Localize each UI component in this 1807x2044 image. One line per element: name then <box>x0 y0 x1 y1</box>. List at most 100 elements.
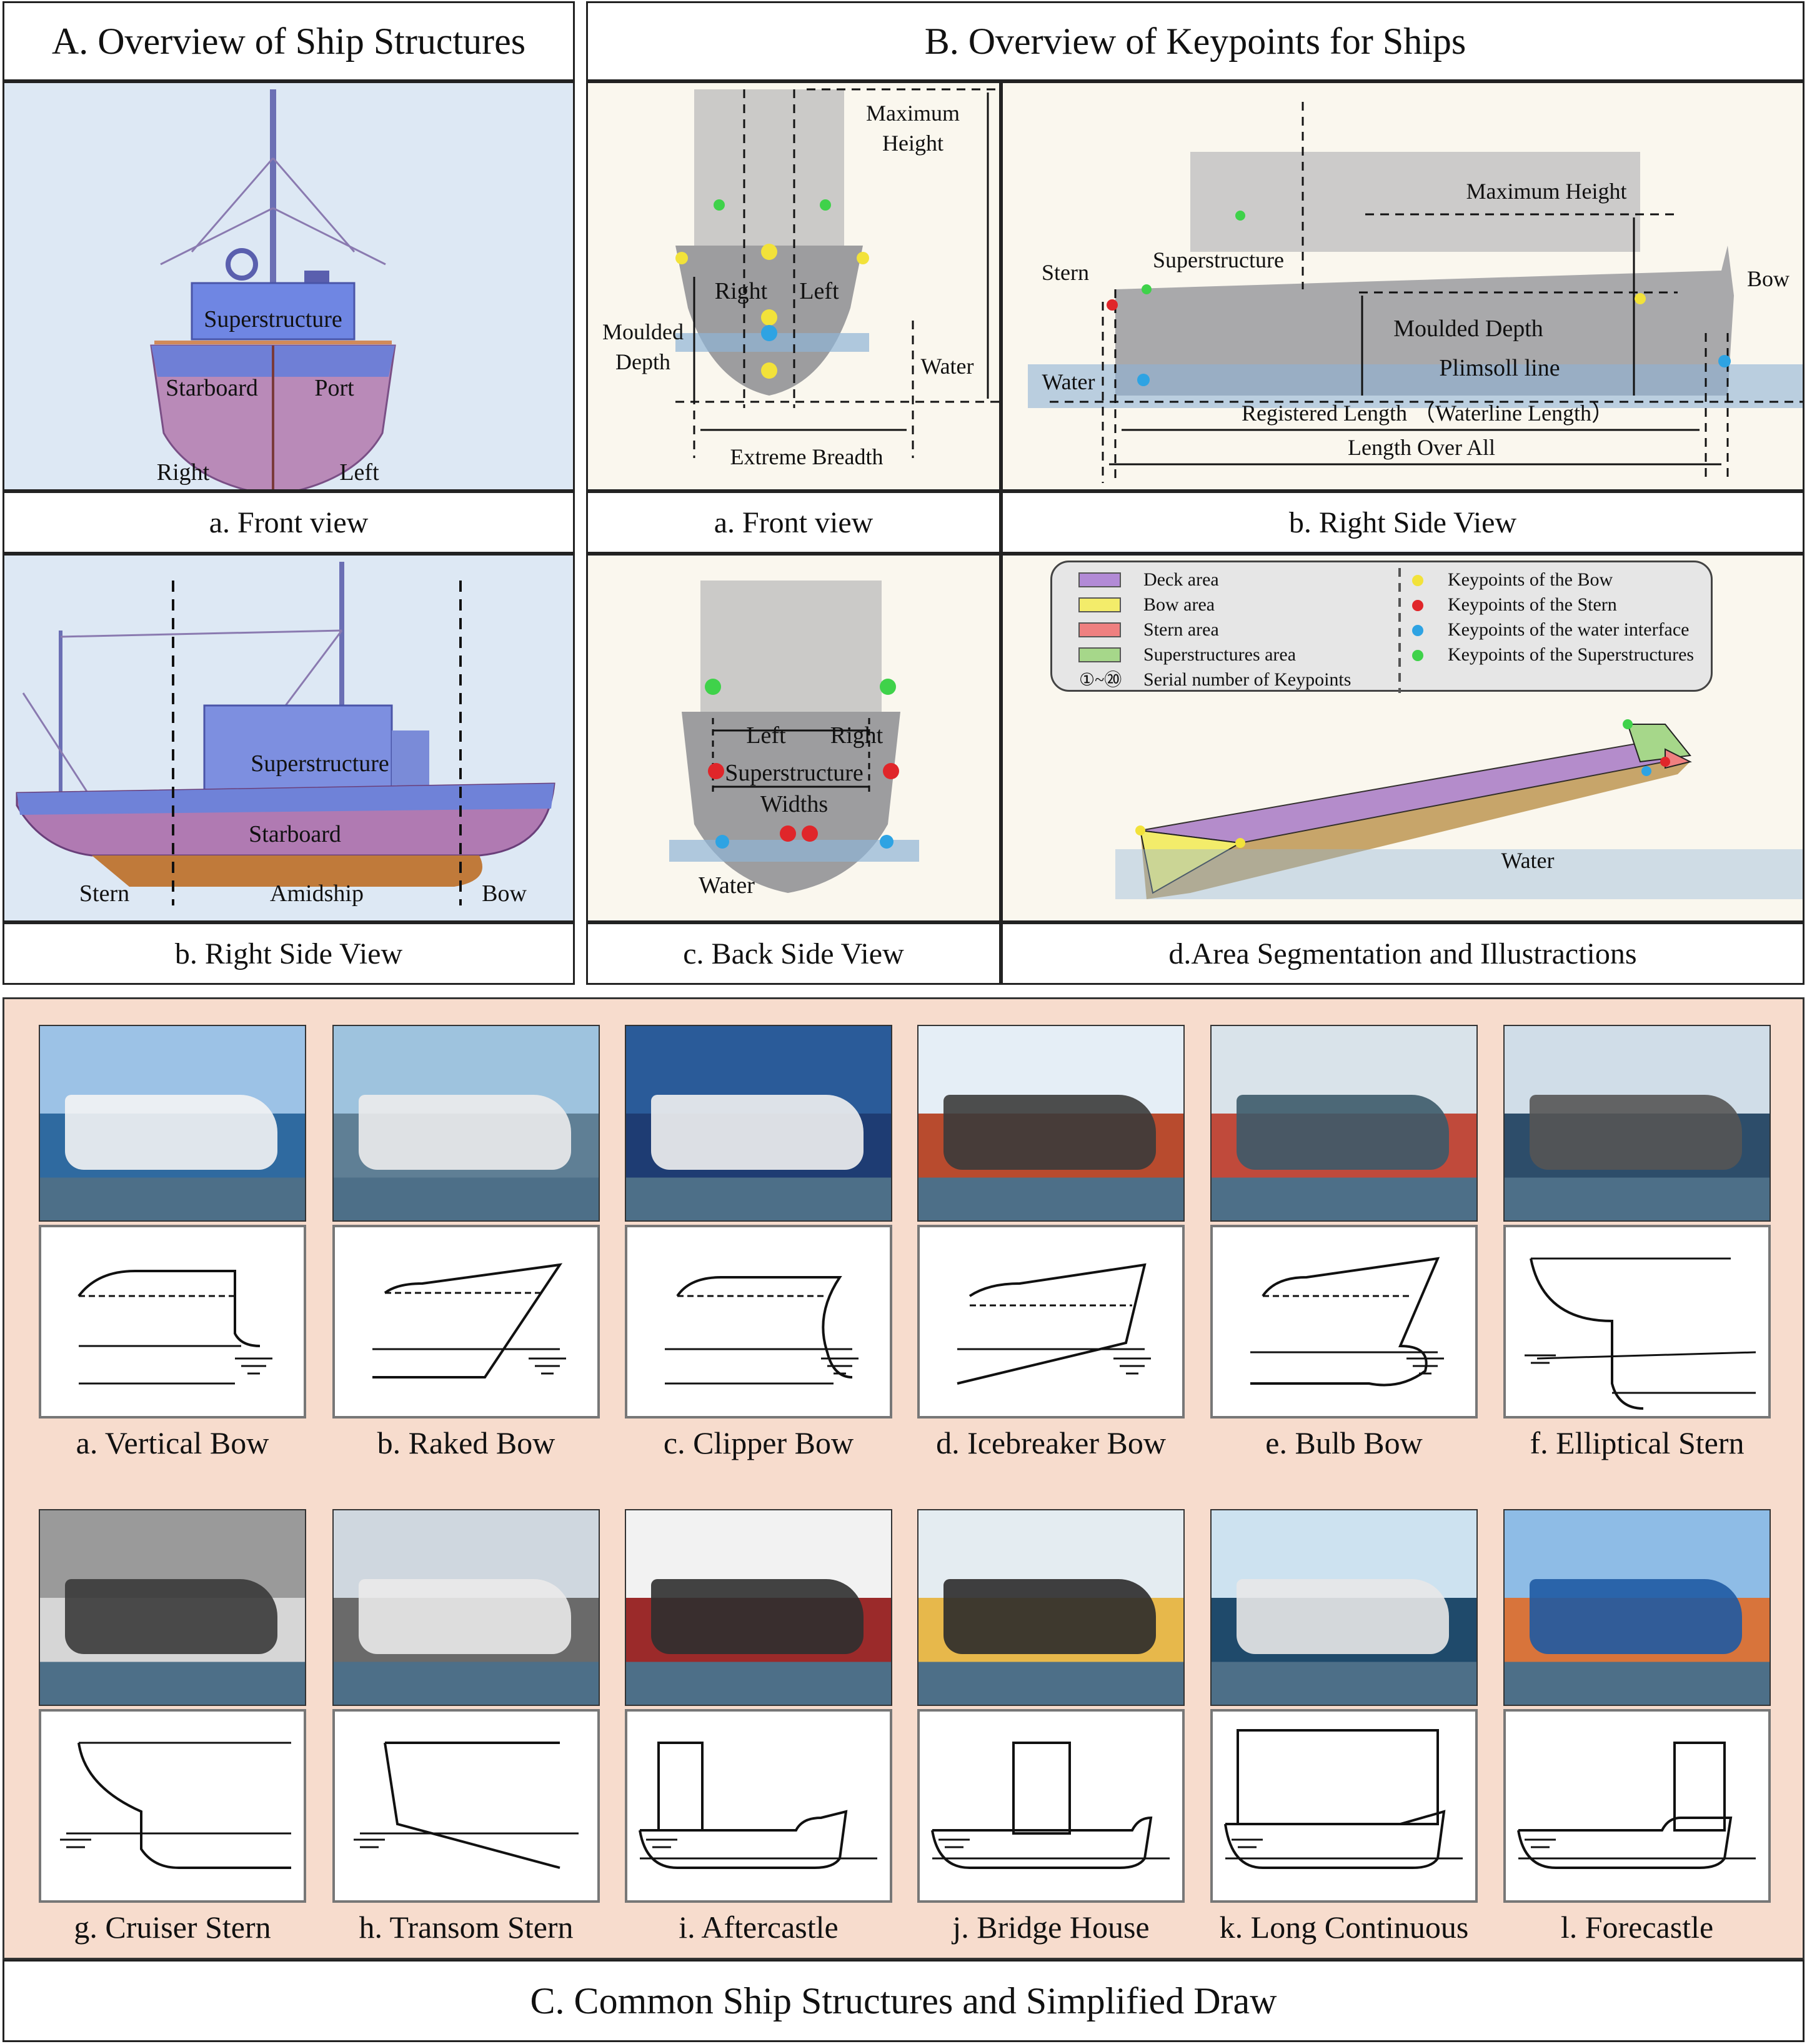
structure-caption: l. Forecastle <box>1560 1910 1714 1945</box>
a-side-view-panel: Superstructure Starboard Stern Amidship … <box>2 554 575 922</box>
legend-kp-bow: Keypoints of the Bow <box>1448 569 1613 590</box>
keypoint-front-illustration: Maximum Height Right Left Moulded Depth … <box>602 88 1000 469</box>
legend-serial: Serial number of Keypoints <box>1143 669 1351 690</box>
label-back-water: Water <box>699 872 755 899</box>
kp-side-15 <box>1235 211 1245 221</box>
structure-caption: k. Long Continuous <box>1219 1910 1469 1945</box>
keypoint-side-illustration: Maximum Height Superstructure Stern Bow … <box>1028 102 1803 483</box>
simplified-drawing <box>332 1225 600 1418</box>
front-ship-illustration: Superstructure Starboard Port Right Left <box>150 89 396 497</box>
section-a-title: A. Overview of Ship Structures <box>2 1 575 81</box>
ship-photo <box>625 1509 892 1706</box>
ship-photo-hull <box>359 1579 571 1654</box>
ship-photo <box>332 1509 600 1706</box>
label-height: Height <box>882 131 943 156</box>
kp-16 <box>705 679 721 695</box>
label-max: Maximum <box>866 101 960 126</box>
label-side-superstructure: Superstructure <box>251 750 389 777</box>
label-stern: Stern <box>79 880 129 907</box>
ship-photo-hull <box>65 1095 277 1170</box>
ship-photo <box>332 1025 600 1222</box>
simplified-drawing <box>917 1225 1185 1418</box>
legend-box <box>1050 561 1713 692</box>
label-left: Left <box>339 459 379 486</box>
kp-9 <box>802 825 818 842</box>
simplified-drawing <box>1503 1225 1771 1418</box>
label-b-right: Right <box>715 278 768 304</box>
ship-photo-hull <box>651 1095 864 1170</box>
keypoint-back-illustration: Left Right Superstructure Widths Water <box>669 581 919 899</box>
simplified-drawing <box>39 1225 306 1418</box>
label-superstructure: Superstructure <box>204 306 342 332</box>
label-port: Port <box>314 375 354 401</box>
kp-side-7 <box>1137 374 1150 386</box>
kp-17 <box>714 199 725 211</box>
label-side-starboard: Starboard <box>249 821 341 847</box>
label-amidship: Amidship <box>270 880 364 907</box>
kp-15 <box>880 679 896 695</box>
label-sw2: Widths <box>760 791 828 817</box>
label-back-left: Left <box>746 722 786 749</box>
structure-caption: b. Raked Bow <box>377 1425 555 1460</box>
label-water: Water <box>920 354 973 379</box>
structure-caption: i. Aftercastle <box>679 1910 839 1945</box>
label-depth: Depth <box>615 349 670 374</box>
section-b-title: B. Overview of Keypoints for Ships <box>586 1 1805 81</box>
ship-photo <box>917 1509 1185 1706</box>
b-area-panel: Deck area Bow area Stern area Superstruc… <box>1001 554 1805 922</box>
label-sw1: Superstructure <box>725 760 864 786</box>
ship-photo-hull <box>943 1579 1156 1654</box>
kp-6 <box>761 325 777 341</box>
label-breadth: Extreme Breadth <box>730 444 884 469</box>
kp-side-13 <box>1142 284 1152 294</box>
ship-photo-hull <box>1530 1095 1742 1170</box>
ship-photo <box>39 1509 306 1706</box>
kp-3 <box>761 244 777 260</box>
kp-5 <box>761 362 777 379</box>
ship-photo-hull <box>1237 1095 1449 1170</box>
kp-18 <box>820 199 831 211</box>
label-side-stern: Stern <box>1042 260 1089 285</box>
a-front-view-panel: Superstructure Starboard Port Right Left <box>2 81 575 497</box>
ship-photo-hull <box>359 1095 571 1170</box>
structure-caption: e. Bulb Bow <box>1265 1425 1423 1460</box>
ship-photo <box>917 1025 1185 1222</box>
legend-stern: Stern area <box>1143 619 1219 640</box>
legend-deck: Deck area <box>1143 569 1219 590</box>
simplified-drawing <box>1210 1225 1478 1418</box>
ship-photo <box>1210 1025 1478 1222</box>
structure-caption: f. Elliptical Stern <box>1530 1425 1745 1460</box>
label-bow: Bow <box>482 880 527 907</box>
legend-kp-stern: Keypoints of the Stern <box>1448 594 1617 615</box>
ship-photo <box>625 1025 892 1222</box>
label-side-moulded: Moulded Depth <box>1393 316 1543 342</box>
structure-caption: d. Icebreaker Bow <box>936 1425 1166 1460</box>
ship-photo-hull <box>65 1579 277 1654</box>
legend-super: Superstructures area <box>1143 644 1296 665</box>
ship-photo-hull <box>651 1579 864 1654</box>
kp-side-6 <box>1718 355 1731 367</box>
structure-caption: c. Clipper Bow <box>663 1425 854 1460</box>
simplified-drawing <box>1210 1709 1478 1903</box>
structure-caption: h. Transom Stern <box>359 1910 574 1945</box>
simplified-drawing <box>625 1225 892 1418</box>
label-right: Right <box>157 459 210 486</box>
b-side-view-panel: Maximum Height Superstructure Stern Bow … <box>1001 81 1805 491</box>
label-moulded: Moulded <box>602 319 684 344</box>
label-back-right: Right <box>830 722 884 749</box>
label-b-left: Left <box>799 278 839 304</box>
b-back-caption: c. Back Side View <box>586 922 1001 985</box>
ship-photo <box>39 1025 306 1222</box>
structure-caption: g. Cruiser Stern <box>74 1910 271 1945</box>
simplified-drawing <box>1503 1709 1771 1903</box>
ship-photo-hull <box>1237 1579 1449 1654</box>
b-area-caption: d.Area Segmentation and Illustractions <box>1001 922 1805 985</box>
kp-13 <box>883 763 899 779</box>
a-front-caption: a. Front view <box>2 491 575 554</box>
label-registered: Registered Length （Waterline Length） <box>1242 401 1614 426</box>
legend-serial-symbol: ①~⑳ <box>1079 670 1122 690</box>
simplified-drawing <box>39 1709 306 1903</box>
kp-side-1 <box>1635 293 1646 304</box>
ship-photo <box>1503 1025 1771 1222</box>
kp-8 <box>715 835 729 849</box>
